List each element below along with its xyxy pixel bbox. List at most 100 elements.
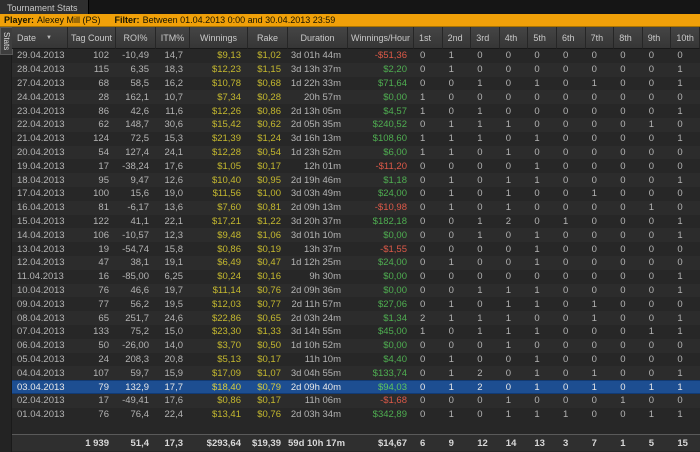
table-row[interactable]: 11.04.201316-85,006,25$0,24$0,169h 30m$0…	[12, 270, 700, 284]
column-header-place-1[interactable]: 1st	[414, 27, 443, 49]
cell-date: 27.04.2013	[12, 78, 68, 89]
cell-place-9: 0	[643, 175, 672, 186]
table-row[interactable]: 21.04.201312472,515,3$21,39$1,243d 16h 1…	[12, 132, 700, 146]
column-header-place-6[interactable]: 6th	[557, 27, 586, 49]
column-header-place-4[interactable]: 4th	[500, 27, 529, 49]
table-row[interactable]: 13.04.201319-54,7415,8$0,86$0,1913h 37m-…	[12, 242, 700, 256]
cell-place-10: 1	[671, 326, 700, 337]
table-row[interactable]: 10.04.20137646,619,7$11,14$0,762d 09h 36…	[12, 284, 700, 298]
cell-duration: 2d 19h 46m	[288, 175, 348, 186]
table-row[interactable]: 20.04.201354127,424,1$12,28$0,541d 23h 5…	[12, 146, 700, 160]
cell-place-6: 0	[557, 285, 586, 296]
cell-place-5: 1	[528, 244, 557, 255]
cell-rake: $0,76	[248, 285, 288, 296]
column-header-place-3[interactable]: 3rd	[471, 27, 500, 49]
cell-place-2: 1	[443, 409, 472, 420]
column-header-place-5[interactable]: 5th	[528, 27, 557, 49]
table-row[interactable]: 29.04.2013102-10,4914,7$9,13$1,023d 01h …	[12, 49, 700, 63]
cell-winnings_hour: -$11,20	[348, 161, 414, 172]
cell-place-2: 1	[443, 175, 472, 186]
column-header-itm[interactable]: ITM%	[156, 27, 190, 49]
cell-place-5: 1	[528, 161, 557, 172]
cell-place-8: 0	[614, 147, 643, 158]
cell-roi: 56,2	[116, 299, 156, 310]
column-header-duration[interactable]: Duration	[288, 27, 348, 49]
cell-place-6: 0	[557, 92, 586, 103]
cell-place-10: 0	[671, 354, 700, 365]
table-row[interactable]: 01.04.20137676,422,4$13,41$0,762d 03h 34…	[12, 408, 700, 422]
table-row[interactable]: 08.04.201365251,724,6$22,86$0,652d 03h 2…	[12, 311, 700, 325]
cell-itm: 18,3	[156, 64, 190, 75]
table-row[interactable]: 16.04.201381-6,1713,6$7,60$0,812d 09h 13…	[12, 201, 700, 215]
cell-date: 15.04.2013	[12, 216, 68, 227]
table-row-selected[interactable]: 03.04.201379132,917,7$18,40$0,792d 09h 4…	[12, 380, 700, 394]
column-header-tag_count[interactable]: Tag Count	[68, 27, 116, 49]
column-header-roi[interactable]: ROI%	[116, 27, 156, 49]
cell-duration: 2d 05h 35m	[288, 119, 348, 130]
table-row[interactable]: 18.04.2013959,4712,6$10,40$0,952d 19h 46…	[12, 173, 700, 187]
table-row[interactable]: 28.04.20131156,3518,3$12,23$1,153d 13h 3…	[12, 63, 700, 77]
table-row[interactable]: 09.04.20137756,219,5$12,03$0,772d 11h 57…	[12, 297, 700, 311]
cell-rake: $0,76	[248, 409, 288, 420]
table-row[interactable]: 02.04.201317-49,4117,6$0,86$0,1711h 06m-…	[12, 394, 700, 408]
table-row[interactable]: 24.04.201328162,110,7$7,34$0,2820h 57m$0…	[12, 90, 700, 104]
cell-tag_count: 24	[68, 354, 116, 365]
cell-place-3: 1	[471, 285, 500, 296]
cell-date: 23.04.2013	[12, 106, 68, 117]
cell-place-10: 1	[671, 409, 700, 420]
table-row[interactable]: 23.04.20138642,611,6$12,26$0,862d 13h 05…	[12, 104, 700, 118]
column-header-label: ROI%	[123, 33, 147, 43]
cell-place-10: 1	[671, 382, 700, 393]
table-row[interactable]: 12.04.20134738,119,1$6,49$0,471d 12h 25m…	[12, 256, 700, 270]
summary-cell-place-4: 14	[500, 438, 529, 449]
cell-place-2: 1	[443, 382, 472, 393]
cell-itm: 19,1	[156, 257, 190, 268]
column-header-place-2[interactable]: 2nd	[443, 27, 472, 49]
cell-place-7: 1	[586, 299, 615, 310]
column-header-winnings[interactable]: Winnings	[190, 27, 248, 49]
cell-winnings_hour: $45,00	[348, 326, 414, 337]
table-row[interactable]: 07.04.201313375,215,0$23,30$1,333d 14h 5…	[12, 325, 700, 339]
column-header-winnings_hour[interactable]: Winnings/Hour	[348, 27, 414, 49]
summary-cell-itm: 17,3	[156, 438, 190, 449]
cell-place-2: 0	[443, 230, 472, 241]
column-header-place-10[interactable]: 10th	[671, 27, 700, 49]
column-header-place-9[interactable]: 9th	[643, 27, 672, 49]
column-header-date[interactable]: Date▼	[12, 27, 68, 49]
cell-place-3: 0	[471, 64, 500, 75]
cell-place-10: 0	[671, 395, 700, 406]
cell-itm: 14,0	[156, 340, 190, 351]
window-tab-tournament-stats[interactable]: Tournament Stats	[0, 0, 89, 14]
cell-winnings_hour: $0,00	[348, 271, 414, 282]
table-row[interactable]: 27.04.20136858,516,2$10,78$0,681d 22h 33…	[12, 77, 700, 91]
cell-place-9: 0	[643, 92, 672, 103]
table-row[interactable]: 15.04.201312241,122,1$17,21$1,223d 20h 3…	[12, 215, 700, 229]
cell-place-7: 0	[586, 175, 615, 186]
cell-itm: 6,25	[156, 271, 190, 282]
cell-place-10: 1	[671, 64, 700, 75]
column-header-place-8[interactable]: 8th	[614, 27, 643, 49]
table-row[interactable]: 19.04.201317-38,2417,6$1,05$0,1712h 01m-…	[12, 159, 700, 173]
cell-winnings: $7,60	[190, 202, 248, 213]
table-row[interactable]: 14.04.2013106-10,5712,3$9,48$1,063d 01h …	[12, 228, 700, 242]
cell-roi: 58,5	[116, 78, 156, 89]
column-header-rake[interactable]: Rake	[248, 27, 288, 49]
table-row[interactable]: 06.04.201350-26,0014,0$3,70$0,501d 10h 5…	[12, 339, 700, 353]
cell-place-1: 1	[414, 133, 443, 144]
cell-winnings_hour: $24,00	[348, 188, 414, 199]
cell-place-10: 0	[671, 188, 700, 199]
filter-bar: Player: Alexey Mill (PS) Filter: Between…	[0, 14, 700, 27]
cell-place-2: 0	[443, 271, 472, 282]
side-tab-label: Stats	[2, 32, 11, 50]
cell-winnings: $12,28	[190, 147, 248, 158]
table-row[interactable]: 05.04.201324208,320,8$5,13$0,1711h 10m$4…	[12, 353, 700, 367]
main-content: Stats Date▼Tag Count ROI% ITM%WinningsRake…	[0, 27, 700, 452]
cell-place-8: 0	[614, 299, 643, 310]
cell-rake: $0,86	[248, 106, 288, 117]
cell-roi: -85,00	[116, 271, 156, 282]
table-row[interactable]: 04.04.201310759,715,9$17,09$1,073d 04h 5…	[12, 366, 700, 380]
table-row[interactable]: 17.04.201310015,619,0$11,56$1,003d 03h 4…	[12, 187, 700, 201]
cell-winnings: $0,86	[190, 395, 248, 406]
column-header-place-7[interactable]: 7th	[586, 27, 615, 49]
table-row[interactable]: 22.04.201362148,730,6$15,42$0,622d 05h 3…	[12, 118, 700, 132]
